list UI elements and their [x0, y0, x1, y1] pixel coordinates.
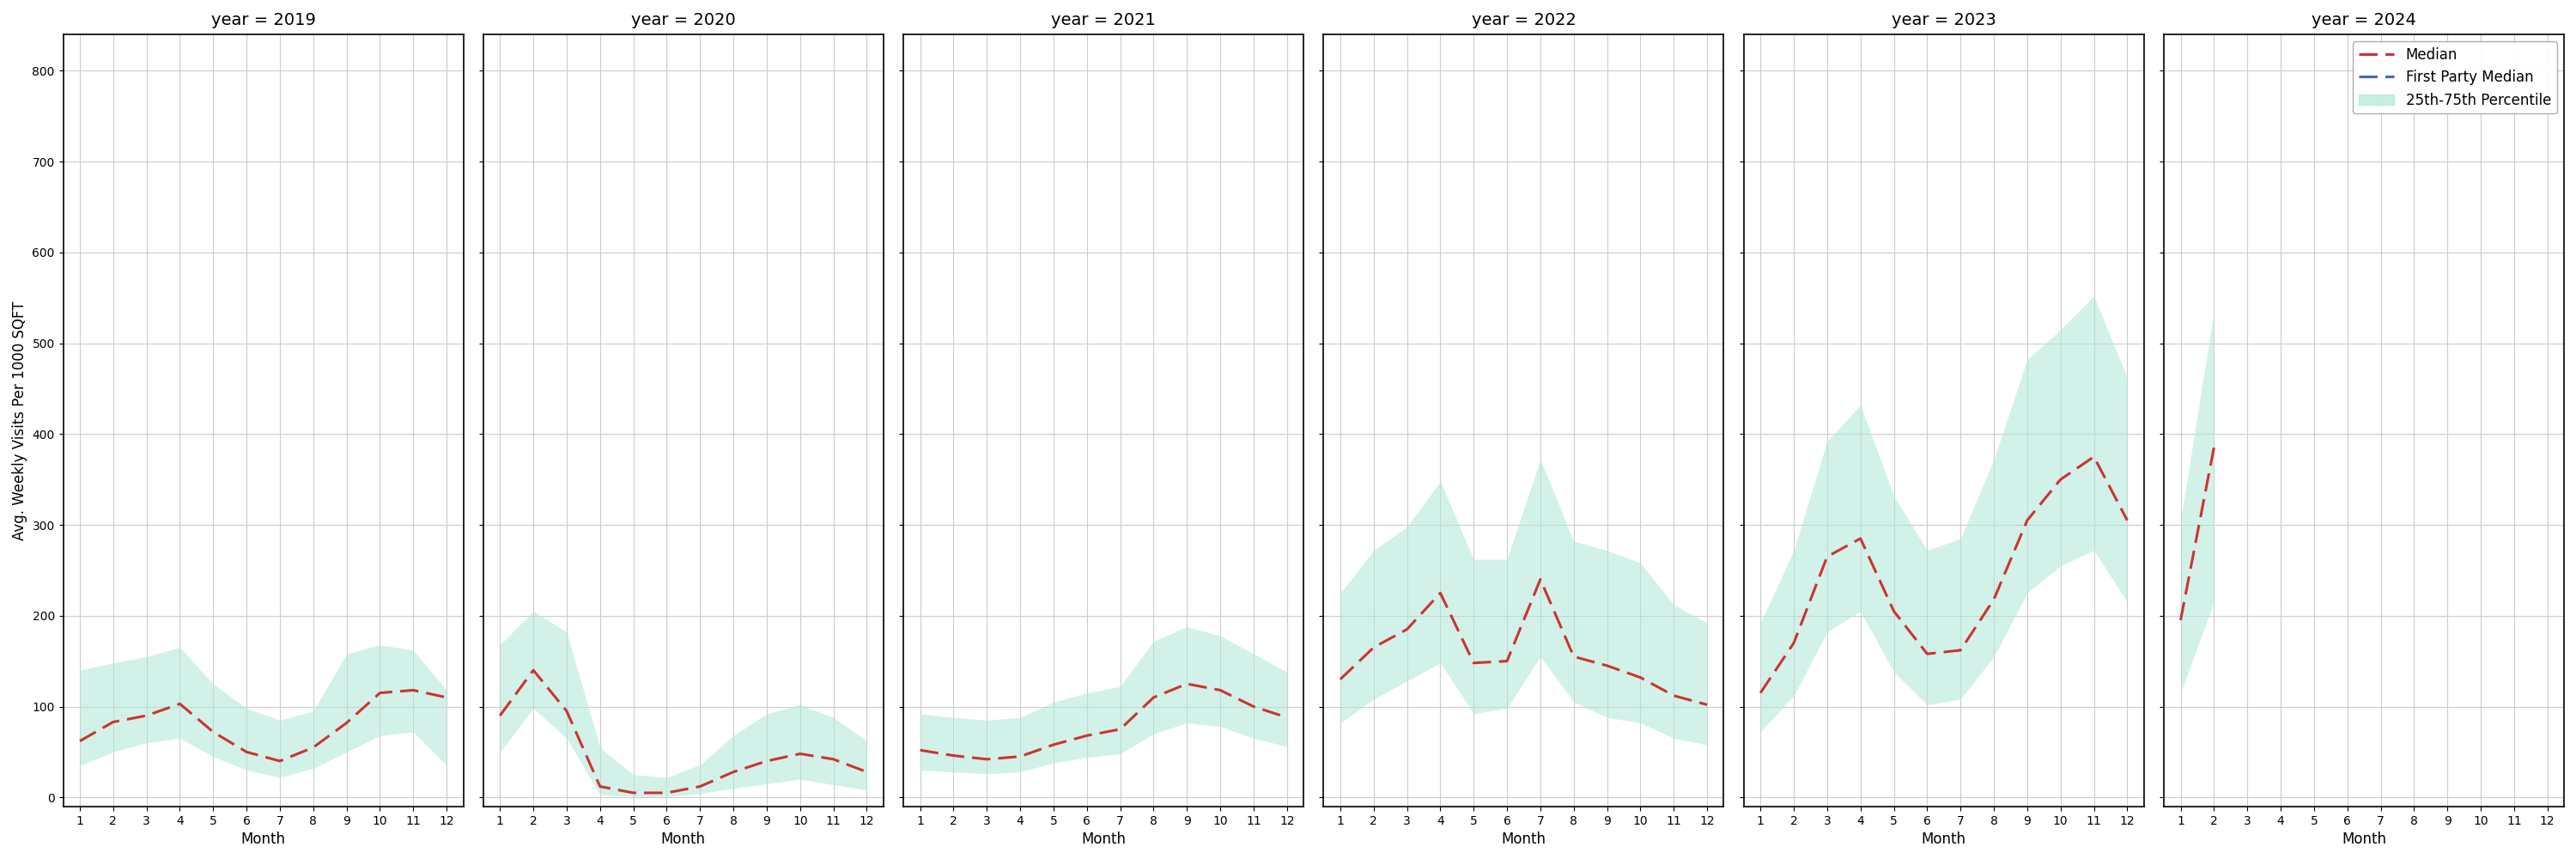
X-axis label: Month: Month [242, 832, 286, 847]
Title: year = 2024: year = 2024 [2311, 12, 2416, 28]
Title: year = 2020: year = 2020 [631, 12, 737, 28]
X-axis label: Month: Month [1082, 832, 1126, 847]
X-axis label: Month: Month [2342, 832, 2385, 847]
Title: year = 2023: year = 2023 [1891, 12, 1996, 28]
Title: year = 2022: year = 2022 [1471, 12, 1577, 28]
Y-axis label: Avg. Weekly Visits Per 1000 SQFT: Avg. Weekly Visits Per 1000 SQFT [13, 301, 28, 540]
X-axis label: Month: Month [662, 832, 706, 847]
Legend: Median, First Party Median, 25th-75th Percentile: Median, First Party Median, 25th-75th Pe… [2352, 41, 2558, 113]
Title: year = 2021: year = 2021 [1051, 12, 1157, 28]
Title: year = 2019: year = 2019 [211, 12, 314, 28]
X-axis label: Month: Month [1922, 832, 1965, 847]
X-axis label: Month: Month [1502, 832, 1546, 847]
